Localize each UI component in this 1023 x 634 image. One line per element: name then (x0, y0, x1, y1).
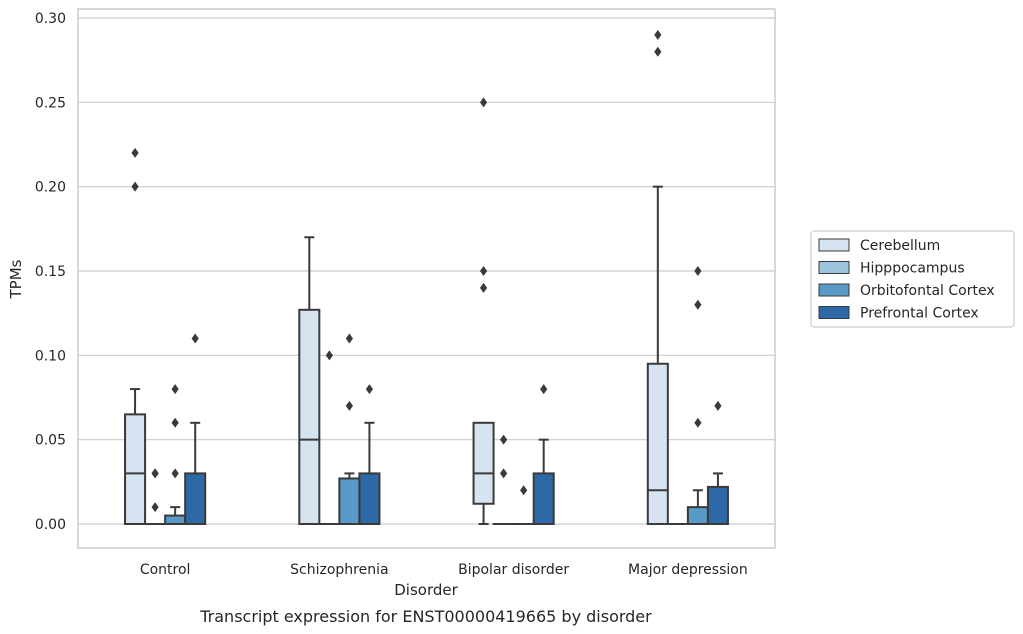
chart-caption: Transcript expression for ENST0000041966… (199, 607, 652, 626)
outlier-point (365, 384, 374, 395)
outlier-point (654, 46, 662, 57)
outlier-point (131, 181, 139, 192)
x-axis-title: Disorder (394, 581, 458, 599)
box-body (338, 477, 361, 525)
outlier-point (171, 468, 179, 479)
boxes (124, 29, 729, 526)
y-tick-label: 0.20 (35, 180, 66, 196)
box-orbitofontal-cortex (512, 485, 535, 526)
y-tick-label: 0.05 (35, 433, 66, 449)
outlier-point (151, 468, 159, 479)
outlier-point (479, 97, 488, 108)
box-body (298, 308, 321, 525)
outlier-point (325, 350, 333, 361)
box-body (532, 472, 555, 525)
box-prefrontal-cortex (184, 333, 207, 525)
box-body (358, 472, 381, 525)
box-orbitofontal-cortex (338, 333, 361, 525)
legend-swatch (818, 283, 850, 297)
outlier-point (479, 282, 488, 293)
box-prefrontal-cortex (358, 384, 381, 525)
legend: Cerebellum Hipppocampus Orbitofontal Corte… (810, 230, 1015, 328)
box-hipppocampus (144, 468, 167, 526)
legend-frame (810, 230, 1015, 328)
x-tick-label: Bipolar disorder (458, 562, 569, 578)
outlier-point (345, 333, 353, 344)
legend-label: Cerebellum (860, 238, 940, 254)
outlier-point (520, 485, 528, 496)
box-body (646, 362, 669, 525)
box-hipppocampus (492, 434, 515, 526)
box-cerebellum (472, 97, 495, 525)
plot-frame (77, 8, 776, 549)
outlier-point (345, 400, 353, 411)
box-body (686, 506, 709, 525)
box-orbitofontal-cortex (164, 384, 187, 525)
x-tick-label: Schizophrenia (290, 562, 388, 578)
y-tick-label: 0.10 (35, 348, 66, 364)
box-body (164, 514, 187, 525)
y-axis-title: TPMs (7, 259, 25, 299)
outlier-point (714, 400, 722, 411)
box-cerebellum (298, 236, 321, 525)
y-tick-label: 0.30 (35, 11, 66, 27)
y-tick-label: 0.00 (35, 517, 66, 533)
box-body (184, 472, 207, 525)
outlier-point (171, 417, 179, 428)
outlier-point (694, 417, 702, 428)
outlier-point (191, 333, 199, 344)
outlier-point (540, 384, 548, 395)
gridlines (78, 17, 775, 525)
outlier-point (500, 434, 508, 445)
legend-label: Orbitofontal Cortex (860, 283, 995, 299)
y-tick-label: 0.15 (35, 264, 66, 280)
box-body (706, 485, 729, 526)
legend-swatch (818, 238, 850, 252)
axes: 0.00 0.05 0.10 0.15 0.20 0.25 0.30 Control Schiz… (35, 8, 776, 578)
outlier-point (500, 468, 508, 479)
box-body (472, 421, 495, 505)
legend-label: Hipppocampus (860, 261, 965, 277)
box-prefrontal-cortex (532, 384, 555, 525)
box-prefrontal-cortex (706, 400, 729, 526)
legend-swatch (818, 261, 850, 274)
outlier-point (171, 384, 179, 395)
box-cerebellum (646, 29, 669, 525)
y-tick-label: 0.25 (35, 95, 66, 111)
outlier-point (151, 502, 159, 513)
box-hipppocampus (318, 350, 341, 526)
x-tick-label: Control (140, 562, 191, 578)
legend-swatch (818, 306, 850, 319)
box-body (124, 413, 147, 525)
outlier-point (694, 266, 702, 276)
outlier-point (654, 29, 662, 40)
legend-label: Prefrontal Cortex (860, 306, 979, 322)
outlier-point (694, 299, 702, 310)
outlier-point (131, 147, 139, 158)
x-tick-label: Major depression (628, 562, 748, 578)
box-cerebellum (124, 147, 147, 525)
outlier-point (479, 266, 488, 276)
box-orbitofontal-cortex (686, 266, 709, 525)
